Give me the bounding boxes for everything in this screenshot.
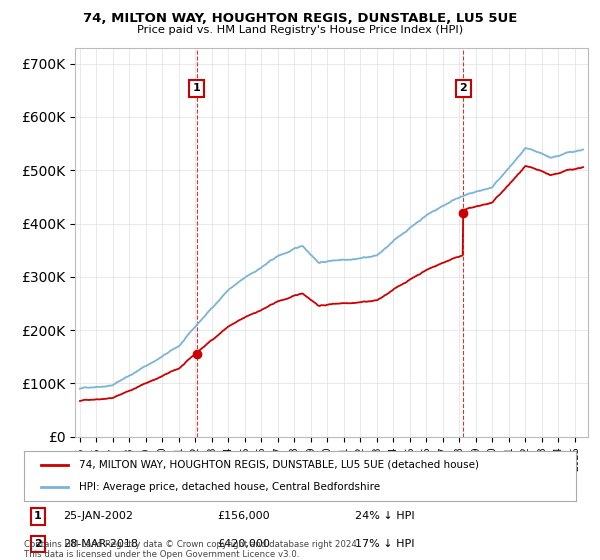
Text: 1: 1: [193, 83, 200, 94]
Text: 1: 1: [34, 511, 41, 521]
Text: 74, MILTON WAY, HOUGHTON REGIS, DUNSTABLE, LU5 5UE: 74, MILTON WAY, HOUGHTON REGIS, DUNSTABL…: [83, 12, 517, 25]
Text: 2: 2: [34, 539, 41, 549]
Text: 28-MAR-2018: 28-MAR-2018: [62, 539, 137, 549]
Text: £420,000: £420,000: [217, 539, 270, 549]
Text: HPI: Average price, detached house, Central Bedfordshire: HPI: Average price, detached house, Cent…: [79, 482, 380, 492]
Text: 24% ↓ HPI: 24% ↓ HPI: [355, 511, 415, 521]
Text: 74, MILTON WAY, HOUGHTON REGIS, DUNSTABLE, LU5 5UE (detached house): 74, MILTON WAY, HOUGHTON REGIS, DUNSTABL…: [79, 460, 479, 470]
Text: £156,000: £156,000: [217, 511, 270, 521]
Text: Contains HM Land Registry data © Crown copyright and database right 2024.
This d: Contains HM Land Registry data © Crown c…: [24, 540, 359, 559]
Text: 25-JAN-2002: 25-JAN-2002: [62, 511, 133, 521]
Text: 2: 2: [460, 83, 467, 94]
Text: Price paid vs. HM Land Registry's House Price Index (HPI): Price paid vs. HM Land Registry's House …: [137, 25, 463, 35]
Text: 17% ↓ HPI: 17% ↓ HPI: [355, 539, 415, 549]
